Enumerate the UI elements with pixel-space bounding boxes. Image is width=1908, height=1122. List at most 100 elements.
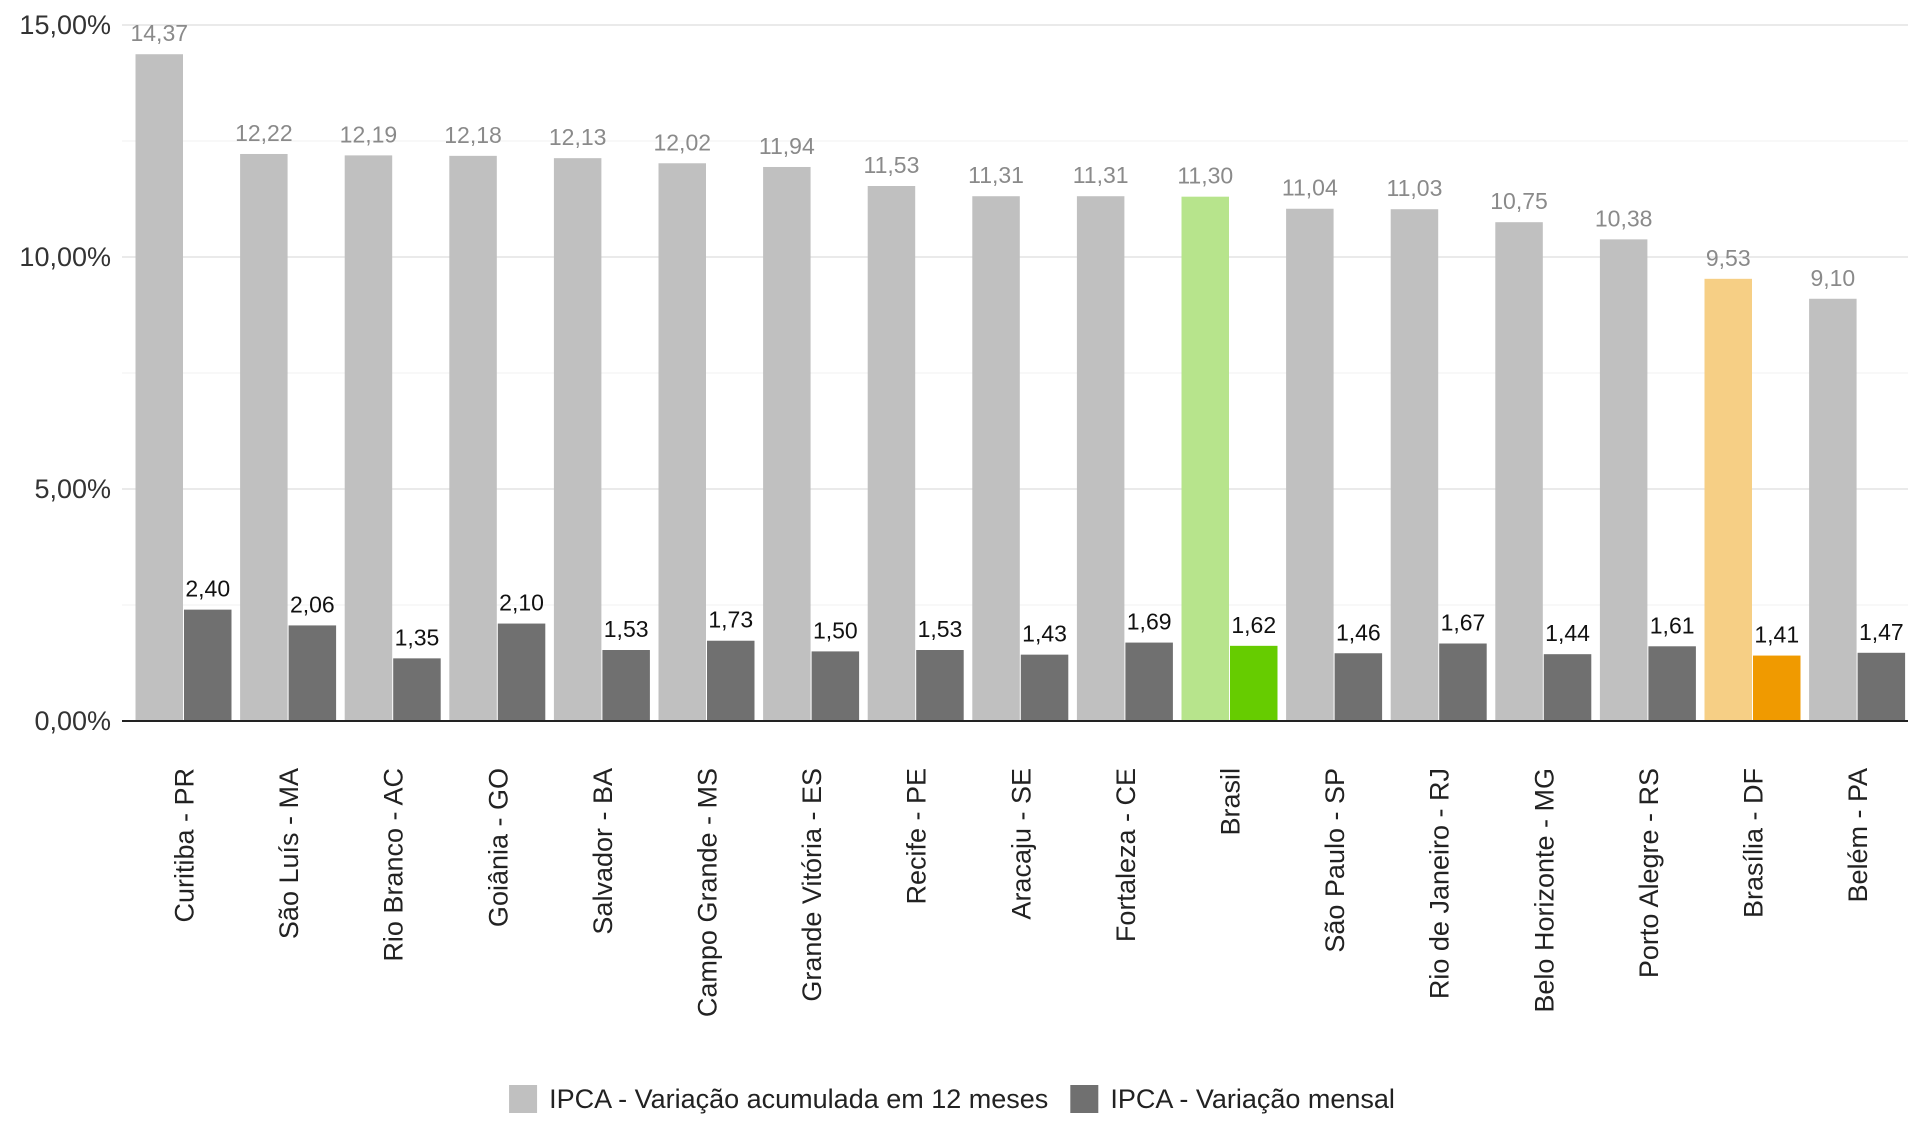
bar-monthly-curitiba-pr <box>184 609 232 721</box>
bar-accumulated-rio-branco-ac <box>344 155 393 721</box>
legend-swatch <box>509 1085 538 1113</box>
data-label-monthly: 1,41 <box>1754 622 1799 648</box>
data-label-accumulated: 11,31 <box>1073 162 1129 188</box>
x-tick-label: São Luís - MA <box>274 768 304 939</box>
data-label-monthly: 1,69 <box>1127 609 1172 635</box>
legend: IPCA - Variação acumulada em 12 meses IPC… <box>509 1084 1395 1114</box>
bar-accumulated-sao-luis-ma <box>240 153 288 721</box>
x-tick-label: Rio de Janeiro - RJ <box>1425 768 1455 999</box>
bar-accumulated-sao-paulo-sp <box>1286 208 1334 721</box>
bar-monthly-rio-de-janeiro-rj <box>1439 643 1487 721</box>
data-label-monthly: 1,35 <box>395 624 440 650</box>
data-label-accumulated: 12,19 <box>340 121 398 147</box>
y-tick-label: 15,00% <box>19 10 111 40</box>
data-label-accumulated: 10,38 <box>1595 205 1653 231</box>
bar-monthly-grande-vitoria-es <box>811 651 860 721</box>
data-label-accumulated: 11,94 <box>759 133 815 159</box>
x-tick-label: Belo Horizonte - MG <box>1529 768 1559 1013</box>
data-label-accumulated: 12,13 <box>549 124 607 150</box>
bar-accumulated-campo-grande-ms <box>658 163 706 722</box>
axes: 0,00% 5,00% 10,00% 15,00% Curitiba - PR São L… <box>19 10 1908 1017</box>
data-label-monthly: 1,50 <box>813 617 858 643</box>
bar-monthly-recife-pe <box>916 650 964 721</box>
data-label-monthly: 1,44 <box>1545 620 1590 646</box>
data-label-accumulated: 12,18 <box>444 122 502 148</box>
data-labels: 14,37 2,40 12,22 2,06 12,19 1,35 12,18 2,10 12,1… <box>130 20 1903 650</box>
bar-monthly-brasil <box>1230 645 1278 721</box>
data-label-accumulated: 9,53 <box>1706 245 1751 271</box>
data-label-monthly: 2,06 <box>290 591 335 617</box>
bar-accumulated-goiania-go <box>449 155 497 721</box>
data-label-monthly: 1,61 <box>1650 612 1695 638</box>
data-label-accumulated: 11,31 <box>968 162 1024 188</box>
bar-accumulated-belem-pa <box>1809 298 1857 721</box>
bar-monthly-sao-luis-ma <box>288 625 337 721</box>
bar-monthly-belo-horizonte-mg <box>1543 654 1592 721</box>
data-label-accumulated: 14,37 <box>130 20 188 46</box>
data-label-accumulated: 11,30 <box>1177 163 1233 189</box>
bar-monthly-belem-pa <box>1857 652 1906 721</box>
legend-items: IPCA - Variação acumulada em 12 meses IPC… <box>509 1084 1395 1114</box>
legend-swatch <box>1070 1085 1099 1113</box>
x-tick-label: Belém - PA <box>1843 768 1873 903</box>
bar-accumulated-curitiba-pr <box>135 54 183 722</box>
bar-accumulated-rio-de-janeiro-rj <box>1390 209 1439 721</box>
data-label-monthly: 1,67 <box>1441 610 1486 636</box>
x-tick-label: Campo Grande - MS <box>693 768 723 1017</box>
x-tick-label: Porto Alegre - RS <box>1634 768 1664 978</box>
data-label-accumulated: 9,10 <box>1810 265 1855 291</box>
x-tick-label: Curitiba - PR <box>170 768 200 923</box>
bar-accumulated-brasilia-df <box>1704 278 1752 721</box>
bars <box>135 54 1906 722</box>
x-tick-label: Goiânia - GO <box>483 768 513 927</box>
data-label-monthly: 2,10 <box>499 590 544 616</box>
x-tick-label: Brasília - DF <box>1739 768 1769 918</box>
y-tick-label: 0,00% <box>34 706 111 736</box>
bar-monthly-fortaleza-ce <box>1125 642 1173 721</box>
bar-accumulated-grande-vitoria-es <box>763 166 811 721</box>
bar-accumulated-recife-pe <box>867 186 916 721</box>
bar-accumulated-belo-horizonte-mg <box>1495 222 1543 721</box>
x-tick-label: Salvador - BA <box>588 768 618 935</box>
bar-monthly-aracaju-se <box>1020 654 1069 721</box>
data-label-monthly: 1,47 <box>1859 619 1904 645</box>
x-tick-label: Grande Vitória - ES <box>797 768 827 1002</box>
legend-label: IPCA - Variação acumulada em 12 meses <box>549 1084 1048 1114</box>
bar-accumulated-aracaju-se <box>972 196 1020 721</box>
x-tick-label: Fortaleza - CE <box>1111 768 1141 942</box>
data-label-accumulated: 10,75 <box>1490 188 1548 214</box>
bar-monthly-porto-alegre-rs <box>1648 646 1696 721</box>
x-tick-label: Recife - PE <box>902 768 932 905</box>
bar-accumulated-brasil <box>1181 196 1229 721</box>
data-label-monthly: 1,53 <box>918 616 963 642</box>
x-tick-label: Rio Branco - AC <box>379 768 409 962</box>
bar-monthly-campo-grande-ms <box>707 640 755 721</box>
x-tick-label: São Paulo - SP <box>1320 768 1350 953</box>
data-label-monthly: 1,53 <box>604 616 649 642</box>
bar-accumulated-porto-alegre-rs <box>1599 239 1648 722</box>
x-tick-label: Aracaju - SE <box>1006 768 1036 920</box>
data-label-monthly: 1,62 <box>1231 612 1276 638</box>
data-label-monthly: 1,43 <box>1022 621 1067 647</box>
data-label-monthly: 1,46 <box>1336 619 1381 645</box>
bar-accumulated-salvador-ba <box>553 158 602 722</box>
legend-label: IPCA - Variação mensal <box>1110 1084 1395 1114</box>
data-label-accumulated: 11,03 <box>1387 175 1443 201</box>
y-tick-label: 5,00% <box>34 474 111 504</box>
data-label-accumulated: 12,22 <box>235 120 293 146</box>
x-tick-label: Brasil <box>1216 768 1246 836</box>
bar-monthly-brasilia-df <box>1753 655 1801 721</box>
bar-monthly-sao-paulo-sp <box>1334 653 1383 721</box>
data-label-accumulated: 11,04 <box>1282 175 1338 201</box>
data-label-monthly: 2,40 <box>185 576 230 602</box>
y-tick-label: 10,00% <box>19 242 111 272</box>
data-label-monthly: 1,73 <box>708 607 753 633</box>
data-label-accumulated: 12,02 <box>653 129 711 155</box>
bar-accumulated-fortaleza-ce <box>1076 196 1125 721</box>
bar-monthly-rio-branco-ac <box>393 658 441 721</box>
bar-monthly-goiania-go <box>497 623 546 721</box>
bar-monthly-salvador-ba <box>602 650 650 721</box>
data-label-accumulated: 11,53 <box>864 152 920 178</box>
